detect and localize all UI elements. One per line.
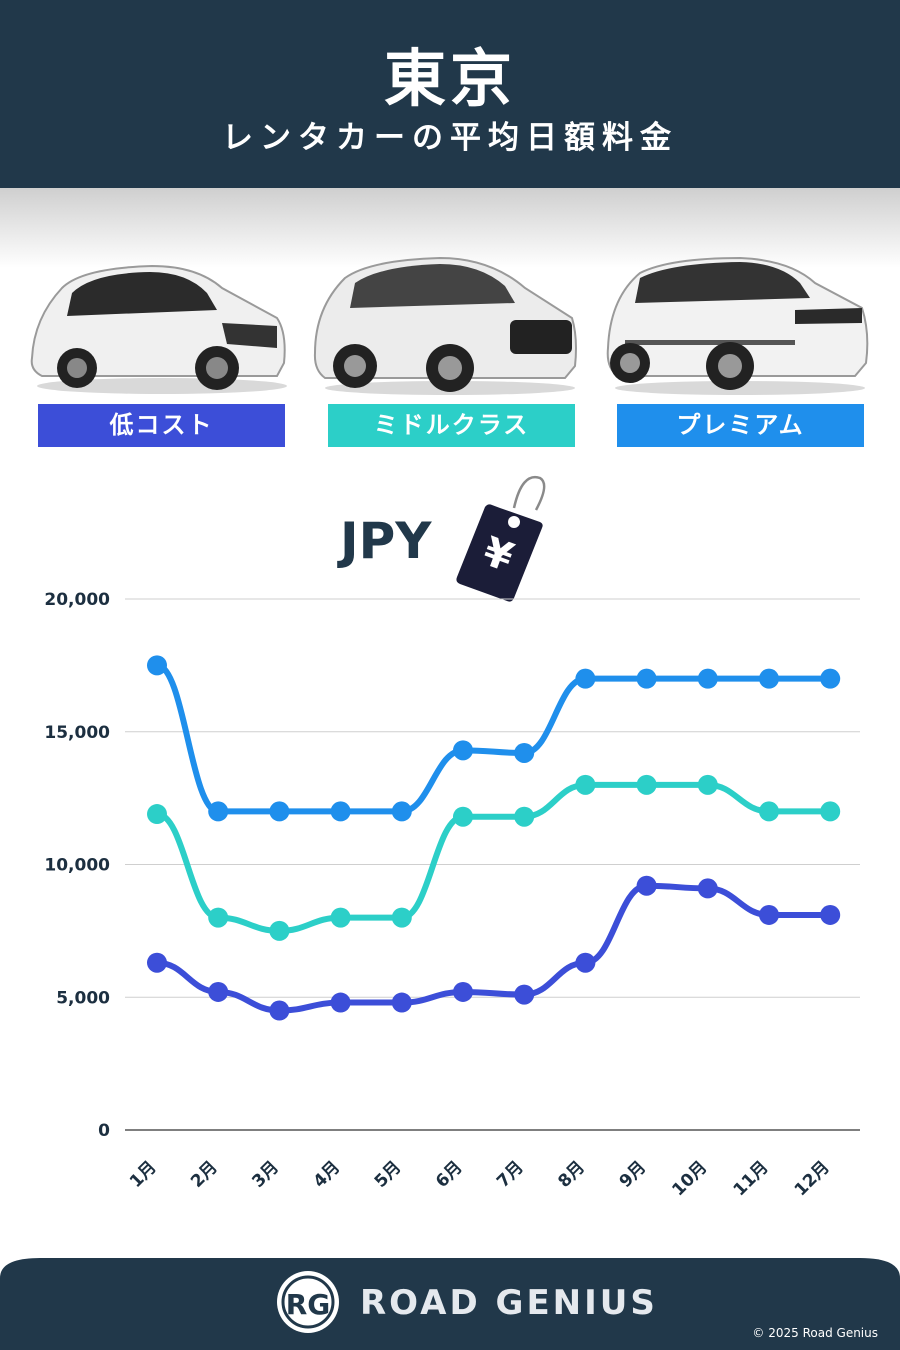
data-point bbox=[514, 742, 535, 763]
y-tick-label: 5,000 bbox=[56, 988, 110, 1008]
data-point bbox=[575, 774, 596, 795]
data-point bbox=[391, 801, 412, 822]
data-point bbox=[759, 668, 779, 689]
x-tick-label: 4月 bbox=[310, 1157, 345, 1192]
economy-car-icon bbox=[30, 264, 287, 394]
x-tick-label: 1月 bbox=[126, 1157, 161, 1192]
data-point bbox=[636, 774, 657, 795]
x-tick-label: 8月 bbox=[554, 1157, 589, 1192]
x-tick-label: 6月 bbox=[432, 1157, 467, 1192]
data-point bbox=[820, 801, 841, 822]
x-tick-label: 11月 bbox=[730, 1157, 773, 1200]
copyright-text: © 2025 Road Genius bbox=[752, 1326, 878, 1340]
data-point bbox=[453, 740, 473, 761]
badge-economy: 低コスト bbox=[38, 404, 285, 447]
data-point bbox=[269, 801, 290, 822]
x-tick-label: 2月 bbox=[187, 1157, 222, 1192]
x-tick-label: 9月 bbox=[616, 1157, 651, 1192]
x-tick-label: 3月 bbox=[248, 1157, 283, 1192]
series-line bbox=[154, 882, 834, 1014]
data-point bbox=[575, 668, 596, 689]
x-tick-label: 7月 bbox=[493, 1157, 528, 1192]
data-point bbox=[147, 952, 167, 973]
data-point bbox=[453, 981, 473, 1002]
data-point bbox=[820, 904, 841, 925]
data-point bbox=[147, 804, 167, 825]
y-tick-label: 0 bbox=[98, 1121, 110, 1141]
data-point bbox=[697, 668, 718, 689]
data-point bbox=[330, 801, 351, 822]
header-shadow bbox=[0, 188, 900, 268]
data-point bbox=[330, 992, 351, 1013]
series-line bbox=[154, 781, 834, 934]
currency-label: JPY bbox=[340, 512, 432, 570]
data-point bbox=[208, 981, 229, 1002]
y-tick-label: 15,000 bbox=[44, 723, 110, 743]
data-point bbox=[697, 878, 718, 899]
premium-suv-icon bbox=[606, 256, 869, 395]
data-point bbox=[636, 875, 657, 896]
data-point bbox=[453, 806, 473, 827]
data-point bbox=[575, 952, 596, 973]
header-banner: 東京 レンタカーの平均日額料金 bbox=[0, 0, 900, 188]
badge-midsize: ミドルクラス bbox=[328, 404, 575, 447]
data-point bbox=[147, 655, 167, 676]
data-point bbox=[330, 907, 351, 928]
y-tick-label: 20,000 bbox=[44, 590, 110, 610]
x-tick-label: 10月 bbox=[668, 1157, 711, 1200]
midsize-suv-icon bbox=[313, 256, 577, 395]
x-tick-label: 5月 bbox=[371, 1157, 406, 1192]
x-axis-labels: 1月 2月 3月 4月 5月 6月 7月 8月 9月 10月 11月 12月 bbox=[126, 1157, 834, 1200]
data-point bbox=[391, 907, 412, 928]
line-chart: 0 5,000 10,000 15,000 20,000 1月 2月 3月 4月 5月 6月 7月 8… bbox=[44, 590, 860, 1200]
chart-series bbox=[147, 655, 841, 1021]
y-tick-label: 10,000 bbox=[44, 856, 110, 876]
page-title: 東京 bbox=[383, 42, 516, 115]
logo-mark: RG bbox=[286, 1288, 331, 1321]
page-subtitle: レンタカーの平均日額料金 bbox=[222, 120, 678, 156]
data-point bbox=[391, 992, 412, 1013]
footer-banner: RG bbox=[0, 1258, 900, 1350]
data-point bbox=[514, 806, 535, 827]
badge-premium: プレミアム bbox=[617, 404, 864, 447]
x-tick-label: 12月 bbox=[791, 1157, 834, 1200]
price-tag-icon: ¥ bbox=[456, 475, 546, 602]
data-point bbox=[269, 1000, 290, 1021]
data-point bbox=[269, 920, 290, 941]
data-point bbox=[697, 774, 718, 795]
data-point bbox=[514, 984, 535, 1005]
data-point bbox=[759, 801, 779, 822]
data-point bbox=[759, 904, 779, 925]
data-point bbox=[636, 668, 657, 689]
data-point bbox=[208, 907, 229, 928]
y-axis-labels: 0 5,000 10,000 15,000 20,000 bbox=[44, 590, 110, 1141]
brand-name: ROAD GENIUS bbox=[360, 1283, 658, 1323]
data-point bbox=[208, 801, 229, 822]
data-point bbox=[820, 668, 841, 689]
